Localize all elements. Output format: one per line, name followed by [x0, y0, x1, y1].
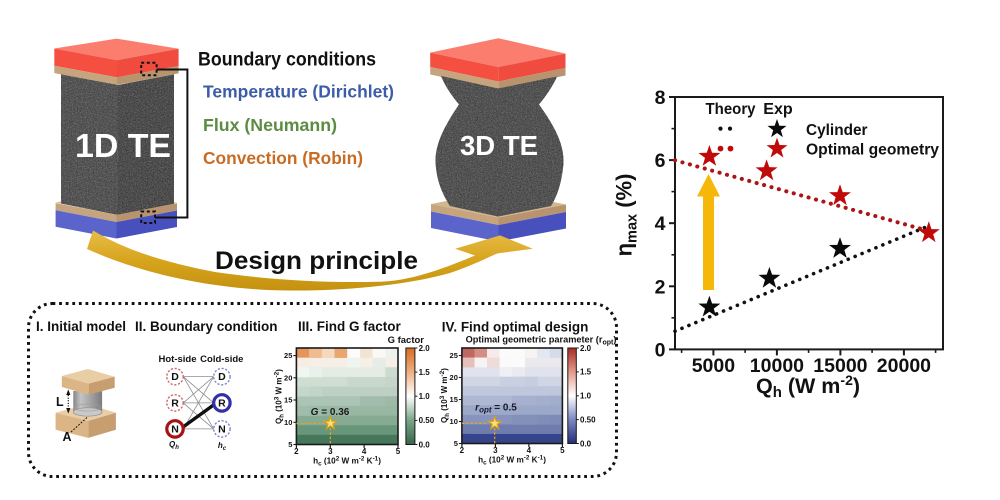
- svg-text:25: 25: [284, 351, 292, 360]
- svg-text:5000: 5000: [692, 355, 736, 377]
- svg-text:R: R: [218, 398, 226, 410]
- svg-text:4: 4: [655, 213, 666, 235]
- svg-text:1.5: 1.5: [580, 368, 592, 377]
- svg-text:L: L: [56, 395, 64, 409]
- svg-text:ηmax (%): ηmax (%): [612, 174, 641, 257]
- svg-text:15000: 15000: [813, 355, 867, 377]
- svg-text:5: 5: [560, 446, 565, 455]
- svg-text:15: 15: [450, 395, 458, 404]
- svg-text:2.0: 2.0: [580, 344, 592, 353]
- svg-text:0: 0: [655, 339, 666, 361]
- svg-text:Flux (Neumann): Flux (Neumann): [203, 115, 337, 135]
- svg-text:2.0: 2.0: [419, 344, 431, 353]
- svg-text:Hot-side: Hot-side: [159, 354, 197, 365]
- svg-text:hc: hc: [218, 441, 227, 452]
- svg-text:25: 25: [450, 351, 458, 360]
- svg-text:hc (102 W m-2 K-1): hc (102 W m-2 K-1): [313, 456, 381, 468]
- svg-text:3: 3: [493, 446, 498, 455]
- svg-text:hc (102 W m-2 K-1): hc (102 W m-2 K-1): [478, 455, 546, 467]
- svg-text:10: 10: [284, 418, 292, 427]
- svg-text:1.0: 1.0: [580, 392, 592, 401]
- svg-text:4: 4: [527, 446, 532, 455]
- svg-text:20000: 20000: [877, 355, 931, 377]
- svg-text:D: D: [171, 371, 179, 383]
- svg-text:Qh (W m-2): Qh (W m-2): [756, 372, 860, 401]
- svg-text:II. Boundary condition: II. Boundary condition: [135, 319, 278, 334]
- svg-text:1.5: 1.5: [419, 368, 431, 377]
- svg-text:5: 5: [288, 440, 292, 449]
- svg-text:Qh: Qh: [169, 440, 179, 451]
- svg-text:3D TE: 3D TE: [460, 130, 538, 161]
- svg-text:Cold-side: Cold-side: [200, 354, 243, 365]
- svg-text:15: 15: [284, 396, 292, 405]
- svg-text:III. Find G factor: III. Find G factor: [298, 319, 401, 334]
- svg-text:N: N: [171, 424, 179, 436]
- svg-text:2: 2: [460, 446, 465, 455]
- svg-text:5: 5: [454, 439, 458, 448]
- svg-text:A: A: [63, 430, 72, 444]
- svg-text:20: 20: [284, 373, 292, 382]
- svg-text:4: 4: [362, 447, 367, 456]
- svg-text:Design principle: Design principle: [215, 247, 418, 275]
- svg-text:1.0: 1.0: [419, 392, 431, 401]
- svg-text:Convection (Robin): Convection (Robin): [203, 148, 363, 168]
- svg-text:0.0: 0.0: [580, 439, 592, 448]
- svg-text:0.0: 0.0: [419, 440, 431, 449]
- svg-text:5: 5: [396, 447, 401, 456]
- svg-text:3: 3: [328, 447, 333, 456]
- svg-text:0.50: 0.50: [419, 416, 435, 425]
- svg-text:Optimal geometric parameter (r: Optimal geometric parameter (ropt): [466, 335, 617, 347]
- svg-text:Qh (103 W m-2): Qh (103 W m-2): [439, 368, 451, 423]
- svg-text:20: 20: [450, 373, 458, 382]
- svg-text:6: 6: [655, 150, 666, 172]
- svg-text:G = 0.36: G = 0.36: [311, 407, 350, 418]
- svg-text:Qh (103 W m-2): Qh (103 W m-2): [274, 369, 286, 424]
- svg-text:N: N: [218, 424, 226, 436]
- svg-text:G factor: G factor: [388, 335, 425, 346]
- svg-text:10: 10: [450, 417, 458, 426]
- svg-text:10000: 10000: [750, 355, 804, 377]
- svg-text:R: R: [171, 398, 179, 410]
- svg-text:I. Initial model: I. Initial model: [36, 319, 126, 334]
- svg-text:D: D: [218, 371, 226, 383]
- svg-text:Exp: Exp: [763, 101, 793, 118]
- svg-text:ropt = 0.5: ropt = 0.5: [475, 403, 517, 415]
- svg-text:Optimal geometry: Optimal geometry: [806, 142, 939, 159]
- svg-text:2: 2: [294, 447, 299, 456]
- svg-text:8: 8: [655, 87, 666, 109]
- svg-text:Temperature (Dirichlet): Temperature (Dirichlet): [203, 82, 394, 102]
- svg-text:0.50: 0.50: [580, 415, 596, 424]
- svg-text:Boundary conditions: Boundary conditions: [198, 49, 376, 71]
- svg-text:IV. Find optimal design: IV. Find optimal design: [442, 320, 589, 335]
- svg-text:2: 2: [655, 276, 666, 298]
- svg-text:1D TE: 1D TE: [75, 127, 171, 164]
- svg-text:Theory: Theory: [706, 101, 756, 118]
- svg-text:Cylinder: Cylinder: [806, 122, 868, 139]
